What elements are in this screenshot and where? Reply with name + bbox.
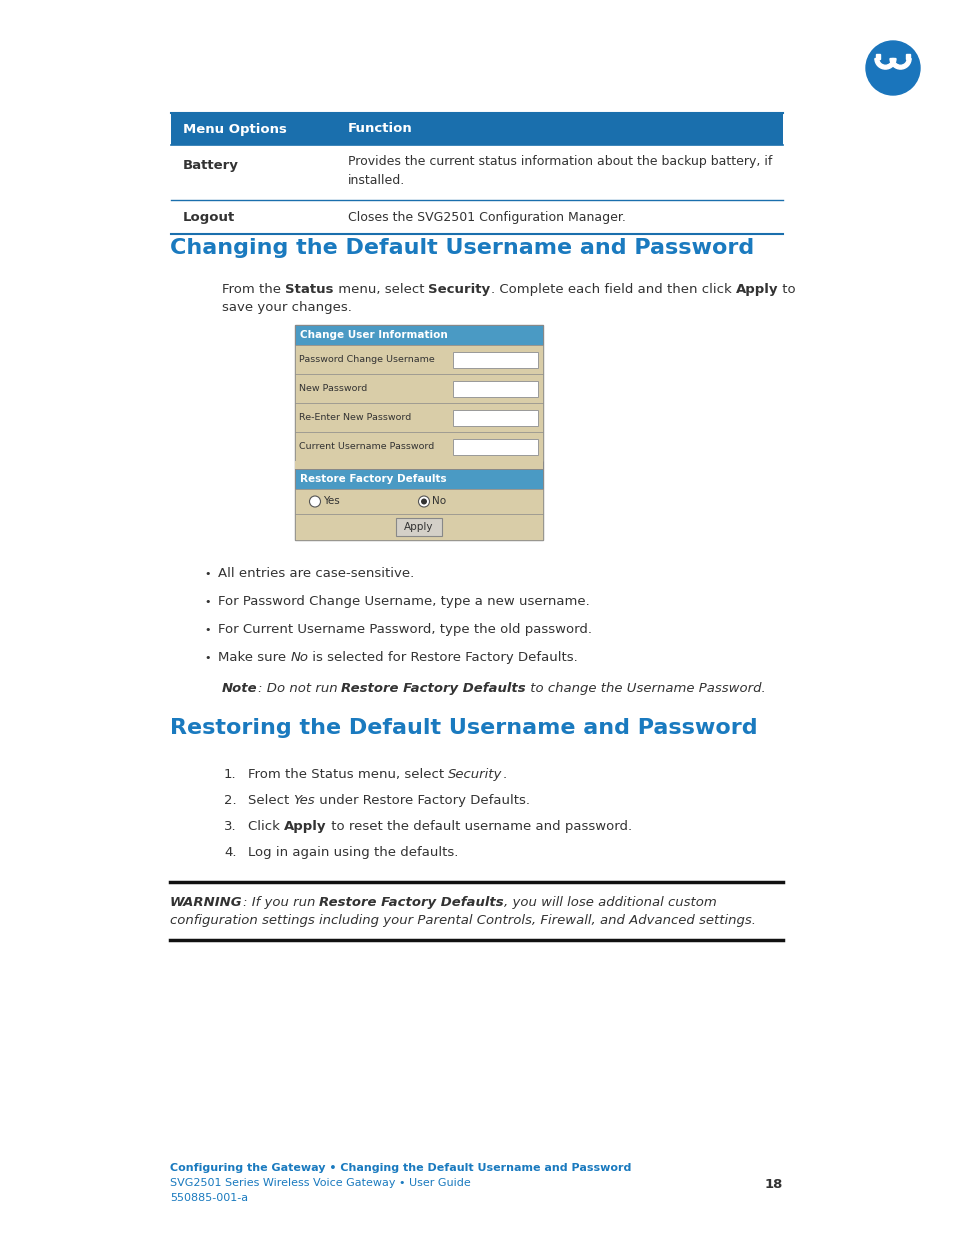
Text: , you will lose additional custom: , you will lose additional custom: [503, 897, 716, 909]
Text: 550885-001-a: 550885-001-a: [170, 1193, 248, 1203]
Text: Note: Note: [222, 682, 257, 695]
Text: •: •: [204, 625, 211, 635]
Bar: [905, 54, 909, 58]
Bar: [294, 469, 542, 489]
Text: to change the Username Password.: to change the Username Password.: [525, 682, 765, 695]
Circle shape: [309, 496, 320, 508]
Text: Security: Security: [428, 283, 490, 296]
Text: Battery: Battery: [183, 159, 238, 172]
Text: Security: Security: [448, 768, 502, 781]
Text: Password Change Username: Password Change Username: [298, 354, 435, 364]
Text: Current Username Password: Current Username Password: [298, 442, 434, 451]
Bar: [294, 374, 542, 403]
Text: Logout: Logout: [183, 210, 235, 224]
Text: •: •: [204, 653, 211, 663]
Text: New Password: New Password: [298, 384, 367, 393]
Text: •: •: [204, 597, 211, 606]
Text: Select: Select: [248, 794, 294, 806]
Text: under Restore Factory Defaults.: under Restore Factory Defaults.: [314, 794, 530, 806]
Text: Configuring the Gateway • Changing the Default Username and Password: Configuring the Gateway • Changing the D…: [170, 1163, 631, 1173]
Bar: [876, 54, 879, 58]
Text: 18: 18: [763, 1178, 782, 1191]
Wedge shape: [874, 58, 895, 69]
Text: Changing the Default Username and Password: Changing the Default Username and Passwo…: [170, 238, 754, 258]
Text: save your changes.: save your changes.: [222, 301, 352, 314]
Text: No: No: [432, 496, 446, 506]
Text: 2.: 2.: [224, 794, 236, 806]
Text: 1.: 1.: [224, 768, 236, 781]
Circle shape: [418, 496, 429, 508]
Text: Provides the current status information about the backup battery, if
installed.: Provides the current status information …: [348, 156, 772, 186]
Text: 3.: 3.: [224, 820, 236, 832]
Text: Log in again using the defaults.: Log in again using the defaults.: [248, 846, 457, 860]
Bar: [395, 517, 441, 536]
Text: Restoring the Default Username and Password: Restoring the Default Username and Passw…: [170, 718, 757, 739]
Text: Menu Options: Menu Options: [183, 122, 287, 136]
Bar: [453, 352, 537, 368]
Bar: [453, 410, 537, 426]
Text: Apply: Apply: [735, 283, 778, 296]
Bar: [171, 144, 782, 200]
Bar: [453, 438, 537, 454]
Text: No: No: [290, 651, 308, 664]
Text: Status: Status: [285, 283, 334, 296]
Text: menu, select: menu, select: [334, 283, 428, 296]
Text: All entries are case-sensitive.: All entries are case-sensitive.: [218, 567, 414, 580]
Bar: [294, 325, 542, 540]
Text: Restore Factory Defaults: Restore Factory Defaults: [299, 474, 446, 484]
Text: Make sure: Make sure: [218, 651, 290, 664]
Text: Function: Function: [348, 122, 413, 136]
Bar: [294, 325, 542, 345]
Text: : If you run: : If you run: [242, 897, 319, 909]
Text: .: .: [502, 768, 506, 781]
Circle shape: [420, 499, 427, 505]
Text: . Complete each field and then click: . Complete each field and then click: [490, 283, 735, 296]
Text: Re-Enter New Password: Re-Enter New Password: [298, 412, 411, 422]
Bar: [294, 461, 542, 469]
Text: Closes the SVG2501 Configuration Manager.: Closes the SVG2501 Configuration Manager…: [348, 210, 625, 224]
Text: 4.: 4.: [224, 846, 236, 860]
Circle shape: [865, 41, 919, 95]
Text: configuration settings including your Parental Controls, Firewall, and Advanced : configuration settings including your Pa…: [170, 914, 755, 927]
Bar: [453, 380, 537, 396]
Text: Yes: Yes: [294, 794, 314, 806]
Bar: [171, 112, 782, 144]
Bar: [171, 200, 782, 233]
Text: is selected for Restore Factory Defaults.: is selected for Restore Factory Defaults…: [308, 651, 578, 664]
Bar: [294, 403, 542, 432]
Text: SVG2501 Series Wireless Voice Gateway • User Guide: SVG2501 Series Wireless Voice Gateway • …: [170, 1178, 470, 1188]
Bar: [294, 432, 542, 461]
Bar: [294, 514, 542, 540]
Text: For Current Username Password, type the old password.: For Current Username Password, type the …: [218, 622, 592, 636]
Text: : Do not run: : Do not run: [257, 682, 341, 695]
Text: Restore Factory Defaults: Restore Factory Defaults: [319, 897, 503, 909]
Bar: [294, 489, 542, 514]
Text: to: to: [778, 283, 795, 296]
Text: Yes: Yes: [323, 496, 339, 506]
Text: •: •: [204, 569, 211, 579]
Text: From the Status menu, select: From the Status menu, select: [248, 768, 448, 781]
Text: Change User Information: Change User Information: [299, 330, 447, 340]
Text: WARNING: WARNING: [170, 897, 242, 909]
Text: For Password Change Username, type a new username.: For Password Change Username, type a new…: [218, 595, 589, 608]
Text: From the: From the: [222, 283, 285, 296]
Text: Restore Factory Defaults: Restore Factory Defaults: [341, 682, 525, 695]
Text: Apply: Apply: [404, 522, 434, 532]
Text: to reset the default username and password.: to reset the default username and passwo…: [326, 820, 631, 832]
Wedge shape: [889, 58, 910, 69]
Text: Click: Click: [248, 820, 284, 832]
Text: Apply: Apply: [284, 820, 326, 832]
Bar: [294, 345, 542, 374]
